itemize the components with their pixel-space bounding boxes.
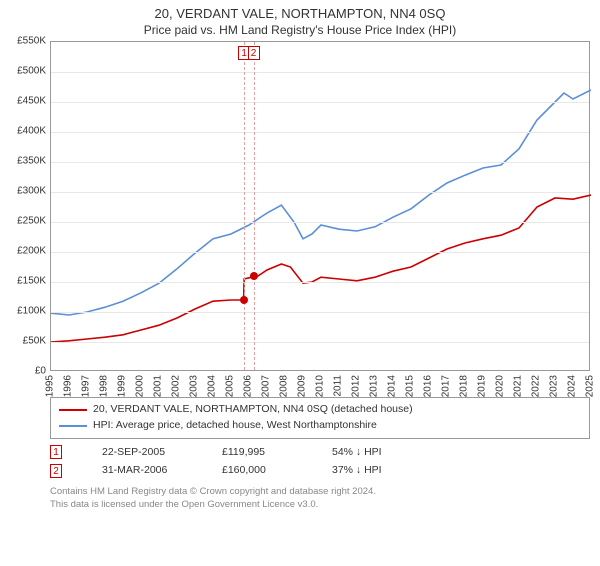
x-axis-label: 2016 xyxy=(423,375,434,397)
gridline-h xyxy=(51,312,589,313)
x-axis-label: 2025 xyxy=(585,375,596,397)
y-axis-label: £200K xyxy=(0,246,46,257)
y-axis-label: £0 xyxy=(0,366,46,377)
chart-container: 20, VERDANT VALE, NORTHAMPTON, NN4 0SQ P… xyxy=(0,6,600,566)
chart-title: 20, VERDANT VALE, NORTHAMPTON, NN4 0SQ xyxy=(0,6,600,21)
gridline-h xyxy=(51,252,589,253)
x-axis-label: 1996 xyxy=(63,375,74,397)
gridline-h xyxy=(51,102,589,103)
x-axis-label: 2009 xyxy=(297,375,308,397)
sale-index-box: 1 xyxy=(50,445,62,459)
sale-row-1: 1 22-SEP-2005 £119,995 54% ↓ HPI xyxy=(50,443,590,462)
x-axis-label: 2010 xyxy=(315,375,326,397)
x-axis-label: 2024 xyxy=(567,375,578,397)
y-axis-label: £150K xyxy=(0,276,46,287)
chart-area: 12 £0£50K£100K£150K£200K£250K£300K£350K£… xyxy=(50,41,590,391)
x-axis-label: 2020 xyxy=(495,375,506,397)
gridline-h xyxy=(51,162,589,163)
x-axis-label: 2014 xyxy=(387,375,398,397)
sale-pct: 37% ↓ HPI xyxy=(332,461,412,480)
legend-item-price-paid: 20, VERDANT VALE, NORTHAMPTON, NN4 0SQ (… xyxy=(59,402,581,418)
sale-index-box: 2 xyxy=(50,464,62,478)
x-axis-label: 2011 xyxy=(333,375,344,397)
y-axis-label: £100K xyxy=(0,306,46,317)
x-axis-label: 2005 xyxy=(225,375,236,397)
x-axis-label: 2004 xyxy=(207,375,218,397)
x-axis-label: 1998 xyxy=(99,375,110,397)
y-axis-label: £300K xyxy=(0,186,46,197)
x-axis-label: 1995 xyxy=(45,375,56,397)
x-axis-label: 2015 xyxy=(405,375,416,397)
x-axis-label: 2001 xyxy=(153,375,164,397)
footer-line2: This data is licensed under the Open Gov… xyxy=(50,499,590,511)
y-axis-label: £350K xyxy=(0,156,46,167)
x-axis-label: 2017 xyxy=(441,375,452,397)
y-axis-label: £500K xyxy=(0,66,46,77)
y-axis-label: £400K xyxy=(0,126,46,137)
gridline-h xyxy=(51,282,589,283)
legend-item-hpi: HPI: Average price, detached house, West… xyxy=(59,418,581,434)
sale-dashline xyxy=(244,42,245,370)
y-axis-label: £550K xyxy=(0,36,46,47)
x-axis-label: 2007 xyxy=(261,375,272,397)
sale-price: £119,995 xyxy=(222,443,292,462)
y-axis-label: £450K xyxy=(0,96,46,107)
x-axis-label: 2012 xyxy=(351,375,362,397)
chart-subtitle: Price paid vs. HM Land Registry's House … xyxy=(0,23,600,37)
sale-pct: 54% ↓ HPI xyxy=(332,443,412,462)
sale-marker-icon xyxy=(250,272,258,280)
sale-date: 22-SEP-2005 xyxy=(102,443,182,462)
x-axis-label: 2006 xyxy=(243,375,254,397)
x-axis-label: 2003 xyxy=(189,375,200,397)
gridline-h xyxy=(51,192,589,193)
x-axis-label: 2002 xyxy=(171,375,182,397)
x-axis-label: 2021 xyxy=(513,375,524,397)
sale-row-2: 2 31-MAR-2006 £160,000 37% ↓ HPI xyxy=(50,461,590,480)
sale-price: £160,000 xyxy=(222,461,292,480)
legend-swatch-hpi xyxy=(59,425,87,427)
gridline-h xyxy=(51,132,589,133)
x-axis-label: 2013 xyxy=(369,375,380,397)
x-axis-label: 1997 xyxy=(81,375,92,397)
legend-box: 20, VERDANT VALE, NORTHAMPTON, NN4 0SQ (… xyxy=(50,397,590,439)
legend-label-hpi: HPI: Average price, detached house, West… xyxy=(93,418,377,434)
y-axis-label: £50K xyxy=(0,336,46,347)
sale-date: 31-MAR-2006 xyxy=(102,461,182,480)
legend-swatch-price-paid xyxy=(59,409,87,411)
x-axis-label: 2008 xyxy=(279,375,290,397)
sale-marker-icon xyxy=(240,296,248,304)
line-series-svg xyxy=(51,42,591,372)
y-axis-label: £250K xyxy=(0,216,46,227)
series-price_paid xyxy=(51,195,591,342)
x-axis-label: 2000 xyxy=(135,375,146,397)
plot-region: 12 xyxy=(50,41,590,371)
sales-table: 1 22-SEP-2005 £119,995 54% ↓ HPI 2 31-MA… xyxy=(50,443,590,481)
x-axis-label: 2023 xyxy=(549,375,560,397)
footer-attribution: Contains HM Land Registry data © Crown c… xyxy=(50,486,590,511)
sale-dashline xyxy=(254,42,255,370)
x-axis-label: 2018 xyxy=(459,375,470,397)
sale-tag: 2 xyxy=(248,46,260,60)
legend-label-price-paid: 20, VERDANT VALE, NORTHAMPTON, NN4 0SQ (… xyxy=(93,402,413,418)
footer-line1: Contains HM Land Registry data © Crown c… xyxy=(50,486,590,498)
gridline-h xyxy=(51,342,589,343)
gridline-h xyxy=(51,222,589,223)
x-axis-label: 2019 xyxy=(477,375,488,397)
x-axis-label: 2022 xyxy=(531,375,542,397)
gridline-h xyxy=(51,72,589,73)
x-axis-label: 1999 xyxy=(117,375,128,397)
